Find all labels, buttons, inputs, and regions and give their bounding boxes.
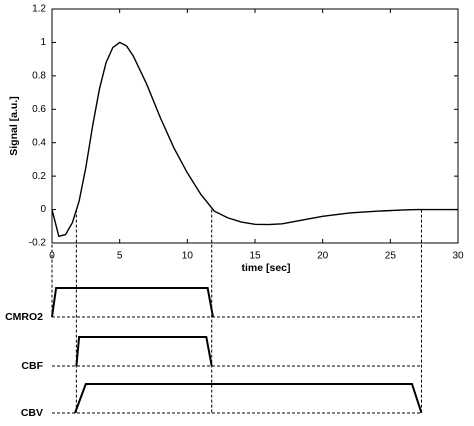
row-label: CMRO2 — [5, 311, 43, 323]
x-tick-label: 30 — [452, 251, 464, 262]
x-tick-label: 15 — [249, 251, 261, 262]
x-axis-label: time [sec] — [241, 262, 290, 274]
y-tick-label: 0.6 — [32, 104, 46, 115]
x-tick-label: 5 — [117, 251, 123, 262]
y-tick-label: 1 — [40, 37, 46, 48]
y-tick-label: 0.8 — [32, 70, 46, 81]
row-label: CBV — [21, 407, 43, 419]
y-tick-label: 1.2 — [32, 4, 46, 15]
y-axis-label: Signal [a.u.] — [8, 96, 20, 156]
y-tick-label: 0.4 — [32, 137, 46, 148]
plot-frame — [51, 8, 459, 244]
y-tick-label: 0 — [40, 204, 46, 215]
y-tick-label: 0.2 — [32, 171, 46, 182]
x-tick-label: 10 — [182, 251, 194, 262]
y-tick-label: -0.2 — [29, 238, 47, 249]
x-tick-label: 25 — [385, 251, 397, 262]
timing-shape — [51, 287, 214, 318]
row-label: CBF — [21, 360, 43, 372]
signal-line — [51, 41, 458, 238]
timing-shape — [74, 383, 423, 414]
timing-shape — [75, 336, 213, 367]
x-tick-label: 20 — [317, 251, 329, 262]
